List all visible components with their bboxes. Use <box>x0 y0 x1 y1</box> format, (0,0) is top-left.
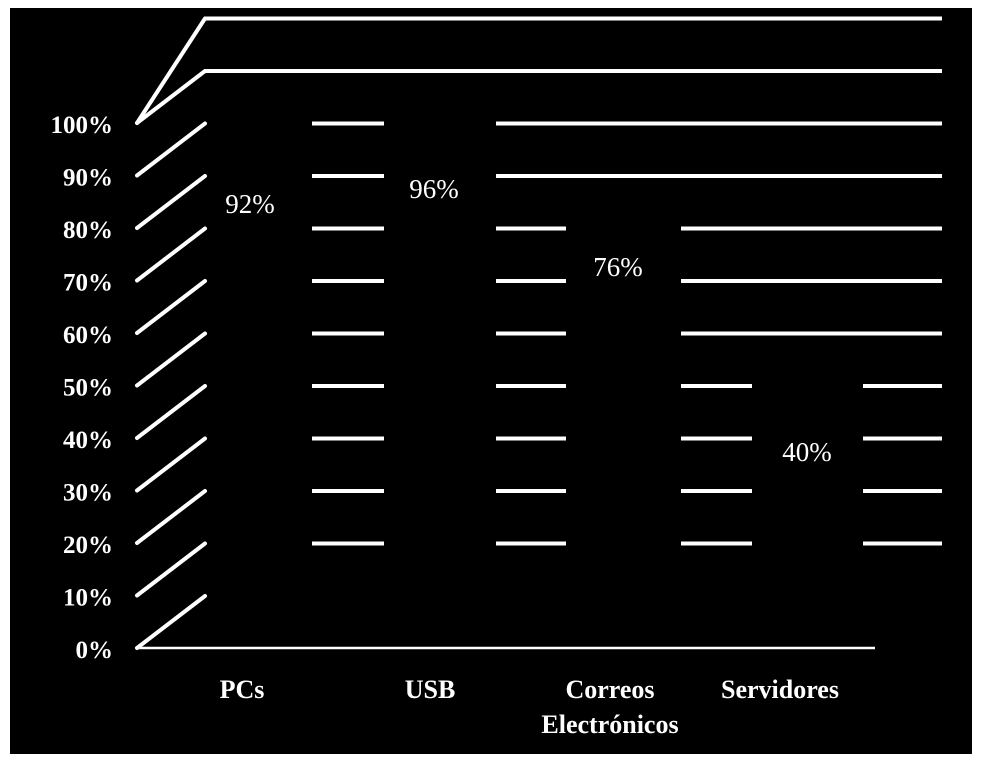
gridline-wall-30 <box>135 436 207 493</box>
x-tick-label-1: USB <box>405 675 456 704</box>
gridline-wall-20 <box>135 489 207 545</box>
data-label-0: 92% <box>225 189 275 219</box>
y-tick-label-50: 50% <box>63 375 113 402</box>
data-label-1: 96% <box>409 174 459 204</box>
y-tick-label-40: 40% <box>63 427 113 454</box>
bar-0 <box>191 113 312 596</box>
x-tick-label-3: Servidores <box>721 675 839 704</box>
y-tick-label-20: 20% <box>63 532 113 559</box>
chart-panel: 0% 10% 20% 30% 40% 50% 60% 70% 80% 90% 100% 92% 96% 7… <box>10 8 972 754</box>
x-tick-label-2-1: Electrónicos <box>541 710 678 739</box>
y-tick-label-10: 10% <box>63 585 113 612</box>
chart-background <box>10 8 972 754</box>
gridline-wall-50 <box>135 331 207 388</box>
y-tick-label-80: 80% <box>63 217 113 244</box>
data-label-2: 76% <box>593 252 643 282</box>
data-label-3: 40% <box>782 437 832 467</box>
bar-1 <box>384 92 496 596</box>
bar-chart: 0% 10% 20% 30% 40% 50% 60% 70% 80% 90% 100% 92% 96% 7… <box>10 8 972 754</box>
gridline-wall-10 <box>135 541 207 598</box>
gridline-wall-60 <box>135 279 207 335</box>
gridline-wall-70 <box>135 226 207 283</box>
y-tick-label-0: 0% <box>76 637 114 664</box>
gridline-wall-90 <box>135 121 207 178</box>
x-tick-label-0: PCs <box>220 675 265 704</box>
y-tick-label-70: 70% <box>63 270 113 297</box>
gridline-wall-0 <box>135 594 207 650</box>
y-tick-label-90: 90% <box>63 165 113 192</box>
gridline-wall-100 <box>135 69 207 125</box>
x-tick-label-2-0: Correos <box>565 675 654 704</box>
y-tick-label-30: 30% <box>63 480 113 507</box>
bar-3 <box>752 386 863 596</box>
gridline-wall-40 <box>135 384 207 440</box>
gridline-wall-80 <box>135 174 207 230</box>
gridline-wall-top <box>135 16 207 125</box>
y-tick-label-100: 100% <box>51 112 114 139</box>
y-tick-label-60: 60% <box>63 322 113 349</box>
